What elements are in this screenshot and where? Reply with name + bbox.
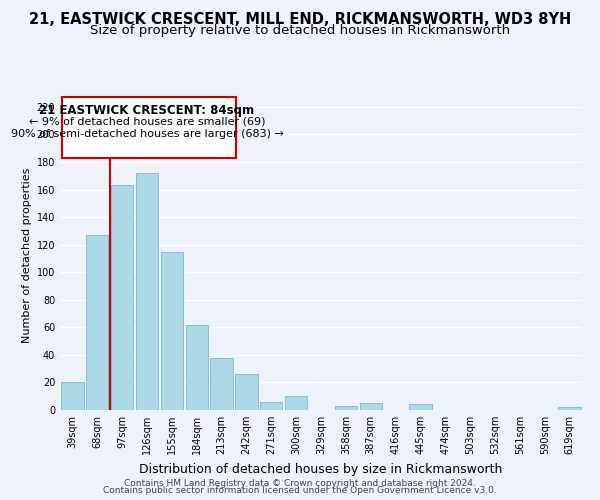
Bar [211,358,233,410]
Bar [359,403,382,410]
Bar [260,402,283,410]
Text: Contains HM Land Registry data © Crown copyright and database right 2024.: Contains HM Land Registry data © Crown c… [124,478,476,488]
Bar [235,374,257,410]
Bar [61,382,83,410]
Text: 90% of semi-detached houses are larger (683) →: 90% of semi-detached houses are larger (… [11,129,283,139]
Bar [86,235,109,410]
Bar [409,404,431,410]
Text: 21, EASTWICK CRESCENT, MILL END, RICKMANSWORTH, WD3 8YH: 21, EASTWICK CRESCENT, MILL END, RICKMAN… [29,12,571,28]
Bar [285,396,307,410]
Y-axis label: Number of detached properties: Number of detached properties [22,168,32,342]
Bar [111,186,133,410]
Bar [559,407,581,410]
FancyBboxPatch shape [62,97,236,158]
Text: Contains public sector information licensed under the Open Government Licence v3: Contains public sector information licen… [103,486,497,495]
Text: Size of property relative to detached houses in Rickmansworth: Size of property relative to detached ho… [90,24,510,37]
Text: ← 9% of detached houses are smaller (69): ← 9% of detached houses are smaller (69) [29,116,265,126]
X-axis label: Distribution of detached houses by size in Rickmansworth: Distribution of detached houses by size … [139,462,503,475]
Bar [136,173,158,410]
Text: 21 EASTWICK CRESCENT: 84sqm: 21 EASTWICK CRESCENT: 84sqm [40,104,254,117]
Bar [161,252,183,410]
Bar [335,406,357,410]
Bar [185,324,208,410]
